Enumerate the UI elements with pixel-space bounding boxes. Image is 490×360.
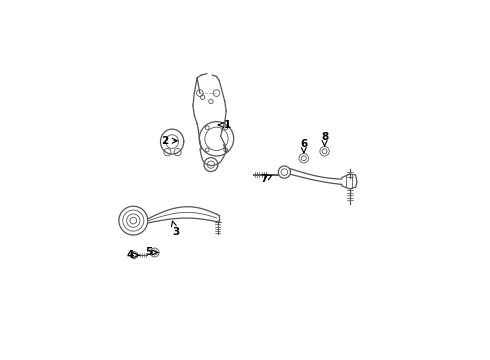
Text: 3: 3 — [172, 221, 179, 237]
Text: 4: 4 — [126, 250, 139, 260]
Text: 2: 2 — [161, 136, 177, 146]
Text: 8: 8 — [321, 132, 328, 146]
Text: 5: 5 — [145, 247, 158, 257]
Text: 7: 7 — [261, 174, 271, 184]
Text: 1: 1 — [218, 120, 231, 130]
Text: 6: 6 — [300, 139, 307, 153]
